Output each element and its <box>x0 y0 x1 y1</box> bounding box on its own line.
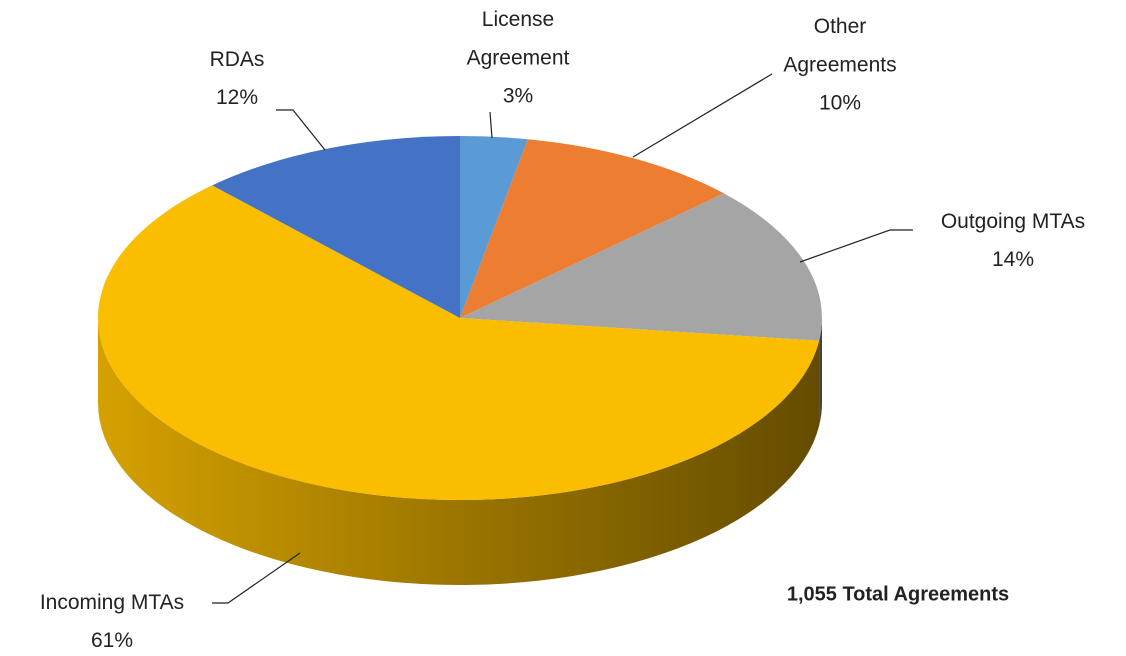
category-label: Outgoing MTAs <box>941 210 1085 233</box>
value-label: 12% <box>216 86 258 109</box>
pie-slice <box>460 139 724 318</box>
pie-side <box>98 318 820 586</box>
category-label: Incoming MTAs <box>40 591 184 614</box>
value-label: 14% <box>992 248 1034 271</box>
annotation: 1,055 Total Agreements <box>787 583 1009 605</box>
category-label: Other Agreements <box>783 15 896 77</box>
category-label: RDAs <box>210 48 265 71</box>
value-label: 10% <box>819 92 861 115</box>
pie-slice <box>97 185 820 501</box>
leader-line <box>799 229 913 263</box>
pie-slice <box>212 136 460 318</box>
leader-line <box>276 109 326 151</box>
leader-line <box>632 73 773 158</box>
leader-line <box>489 111 493 139</box>
pie-side <box>819 318 822 426</box>
category-label: License Agreement <box>467 8 570 70</box>
pie-slice <box>460 193 822 341</box>
leader-line <box>212 552 301 604</box>
pie-slice <box>460 136 528 318</box>
value-label: 61% <box>91 629 133 652</box>
value-label: 3% <box>503 85 533 108</box>
